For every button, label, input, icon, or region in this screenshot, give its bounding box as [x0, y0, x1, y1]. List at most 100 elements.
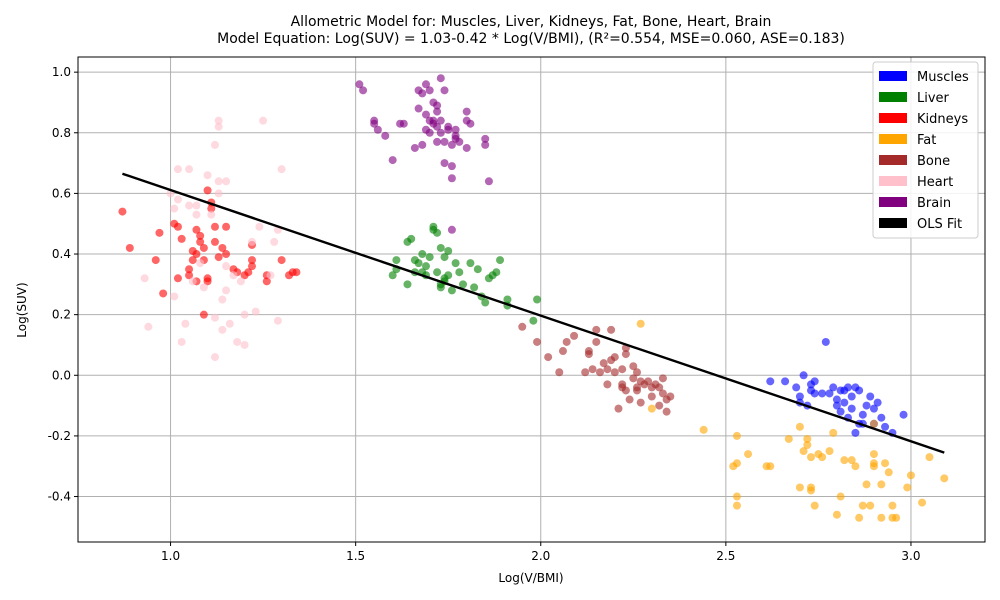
data-point	[222, 222, 231, 231]
data-point	[614, 404, 623, 413]
data-point	[451, 131, 460, 140]
data-point	[766, 462, 775, 471]
data-point	[588, 365, 597, 374]
data-point	[425, 116, 434, 125]
data-point	[877, 480, 886, 489]
data-point	[418, 89, 427, 98]
data-point	[196, 237, 205, 246]
data-point	[906, 471, 915, 480]
data-point	[203, 186, 212, 195]
data-point	[159, 289, 168, 298]
data-point	[370, 119, 379, 128]
series-liver	[388, 222, 542, 325]
data-point	[481, 140, 490, 149]
data-point	[732, 501, 741, 510]
data-point	[869, 459, 878, 468]
data-point	[855, 386, 864, 395]
data-point	[214, 122, 223, 131]
data-point	[862, 401, 871, 410]
plot-frame	[77, 56, 986, 543]
ols-fit-line	[122, 172, 945, 454]
data-point	[462, 143, 471, 152]
data-point	[633, 386, 642, 395]
data-point	[440, 86, 449, 95]
data-point	[125, 243, 134, 252]
data-point	[473, 265, 482, 274]
data-point	[440, 274, 449, 283]
data-point	[155, 228, 164, 237]
data-point	[799, 447, 808, 456]
data-point	[192, 225, 201, 234]
data-point	[173, 274, 182, 283]
series-heart	[140, 116, 286, 362]
data-point	[225, 319, 234, 328]
data-point	[255, 222, 264, 231]
data-point	[436, 243, 445, 252]
data-point	[455, 137, 464, 146]
data-point	[851, 462, 860, 471]
data-point	[259, 116, 268, 125]
data-point	[699, 425, 708, 434]
data-point	[832, 401, 841, 410]
data-point	[151, 256, 160, 265]
data-point	[270, 237, 279, 246]
legend-swatch	[879, 134, 907, 144]
chart-title: Allometric Model for: Muscles, Liver, Ki…	[291, 14, 772, 30]
data-point	[592, 325, 601, 334]
y-tick-label: 0.2	[52, 308, 71, 322]
data-point	[555, 368, 564, 377]
data-point	[533, 337, 542, 346]
x-tick-label: 1.5	[346, 549, 365, 563]
data-point	[847, 392, 856, 401]
data-point	[425, 253, 434, 262]
data-point	[484, 177, 493, 186]
data-point	[414, 259, 423, 268]
data-point	[399, 119, 408, 128]
data-point	[836, 407, 845, 416]
data-point	[170, 204, 179, 213]
data-point	[192, 201, 201, 210]
data-point	[851, 428, 860, 437]
x-tick-label: 3.0	[901, 549, 920, 563]
data-point	[869, 419, 878, 428]
data-point	[210, 140, 219, 149]
data-point	[233, 337, 242, 346]
data-point	[807, 453, 816, 462]
data-point	[421, 110, 430, 119]
legend-label: Fat	[917, 133, 936, 148]
legend-label: Muscles	[917, 70, 969, 85]
data-point	[529, 316, 538, 325]
data-point	[892, 513, 901, 522]
data-point	[810, 389, 819, 398]
data-point	[199, 310, 208, 319]
data-point	[570, 331, 579, 340]
data-point	[847, 456, 856, 465]
data-point	[210, 313, 219, 322]
data-point	[466, 119, 475, 128]
data-point	[533, 295, 542, 304]
data-point	[610, 353, 619, 362]
data-point	[247, 262, 256, 271]
data-point	[188, 277, 197, 286]
data-point	[118, 207, 127, 216]
legend-swatch	[879, 92, 907, 102]
data-point	[595, 368, 604, 377]
y-tick-label: 0.8	[52, 126, 71, 140]
data-point	[562, 337, 571, 346]
data-point	[655, 401, 664, 410]
data-point	[403, 280, 412, 289]
data-point	[210, 222, 219, 231]
series-bone	[518, 322, 675, 416]
data-point	[795, 483, 804, 492]
data-point	[207, 204, 216, 213]
series-kidneys	[118, 186, 301, 319]
data-point	[185, 201, 194, 210]
legend-swatch	[879, 71, 907, 81]
data-point	[744, 450, 753, 459]
data-point	[481, 134, 490, 143]
data-point	[818, 453, 827, 462]
data-point	[144, 322, 153, 331]
data-point	[603, 365, 612, 374]
data-points	[118, 74, 949, 522]
data-point	[359, 86, 368, 95]
